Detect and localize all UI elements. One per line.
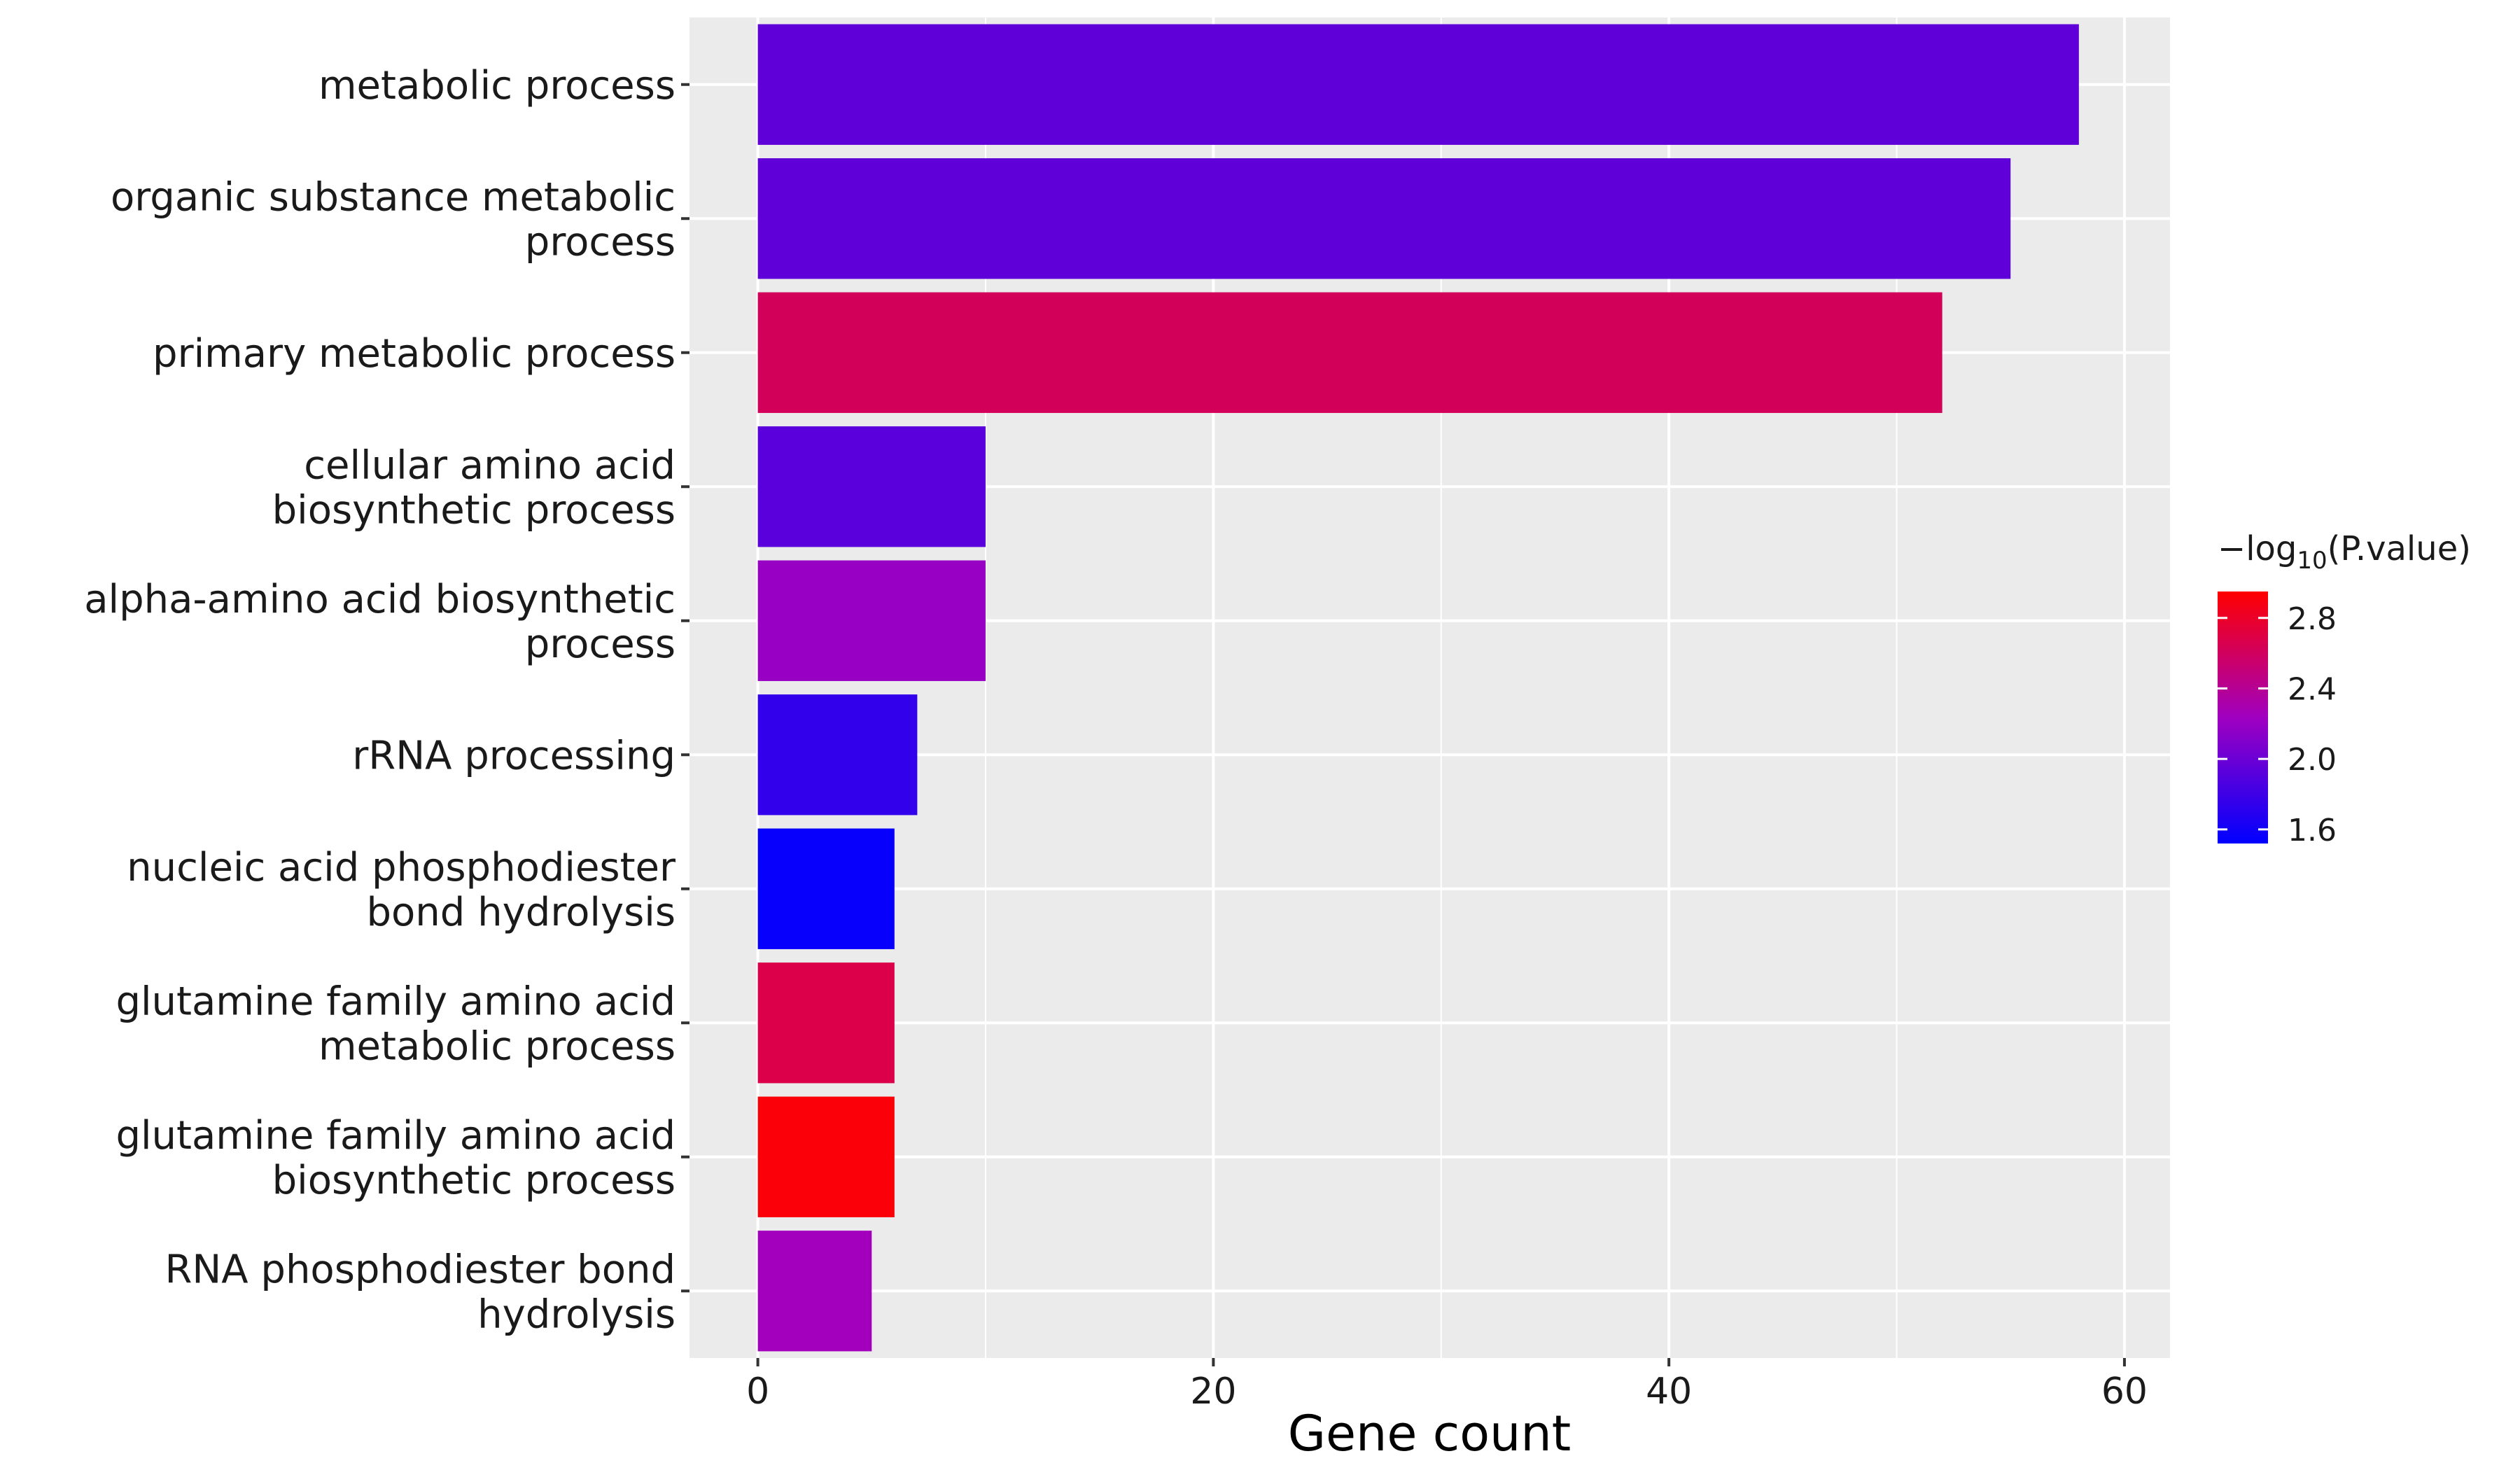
- bar: [757, 828, 895, 949]
- category-label: metabolic process: [318, 63, 676, 108]
- x-axis-title: Gene count: [1288, 1405, 1571, 1462]
- category-label: organic substance metabolic process: [111, 174, 676, 265]
- legend-tick-label: 1.6: [2288, 813, 2337, 848]
- legend-title-prefix: −log: [2218, 529, 2297, 568]
- bar: [757, 158, 2011, 279]
- bar: [757, 24, 2079, 145]
- category-label: glutamine family amino acid metabolic pro…: [115, 979, 676, 1069]
- bars: [757, 24, 2079, 1352]
- category-labels: metabolic process organic substance metab…: [84, 63, 690, 1337]
- legend-title-subscript: 10: [2297, 547, 2327, 575]
- legend-tick-label: 2.0: [2288, 742, 2337, 778]
- category-label: primary metabolic process: [153, 331, 676, 377]
- bar: [757, 292, 1942, 413]
- category-label: cellular amino acid biosynthetic process: [272, 442, 676, 533]
- color-legend: −log10(P.value) 1.6 2.0 2.4 2.8: [2218, 529, 2471, 848]
- category-label: rRNA processing: [352, 733, 676, 778]
- x-tick-label: 20: [1190, 1371, 1236, 1413]
- bar: [757, 1231, 872, 1352]
- category-label: RNA phosphodiester bond hydrolysis: [164, 1247, 676, 1337]
- legend-tick-label: 2.4: [2288, 671, 2337, 707]
- x-tick-label: 60: [2101, 1371, 2148, 1413]
- legend-tick-label: 2.8: [2288, 601, 2337, 637]
- legend-colorbar: [2218, 592, 2268, 844]
- bar: [757, 560, 986, 681]
- legend-ticks: 1.6 2.0 2.4 2.8: [2218, 601, 2337, 848]
- x-tick-label: 40: [1646, 1371, 1692, 1413]
- bar: [757, 962, 895, 1084]
- x-tick-label: 0: [746, 1371, 769, 1413]
- category-label: nucleic acid phosphodiester bond hydrolys…: [127, 845, 676, 935]
- category-label: alpha-amino acid biosynthetic process: [84, 577, 676, 667]
- x-axis: 0 20 40 60: [746, 1358, 2148, 1413]
- bar: [757, 426, 986, 547]
- category-label: glutamine family amino acid biosynthetic …: [115, 1113, 676, 1203]
- bar: [757, 694, 918, 816]
- legend-title: −log10(P.value): [2218, 529, 2471, 575]
- bar: [757, 1096, 895, 1217]
- legend-title-suffix: (P.value): [2328, 529, 2471, 568]
